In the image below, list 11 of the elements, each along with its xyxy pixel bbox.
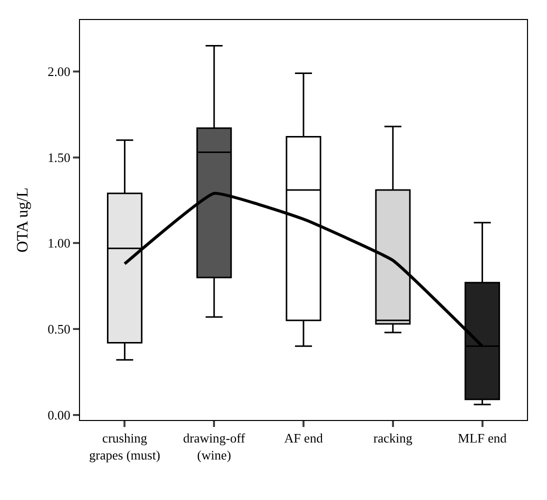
x-tick-label: AF end	[284, 430, 324, 446]
y-tick-label: 1.50	[48, 150, 70, 165]
x-tick-label: MLF end	[458, 430, 508, 446]
x-tick-label: crushing grapes (must)	[89, 430, 160, 462]
y-tick-label: 0.50	[48, 322, 70, 337]
x-tick-label: drawing-off (wine)	[183, 430, 246, 462]
y-tick-label: 0.00	[48, 407, 70, 422]
y-axis-title: OTA ug/L	[14, 188, 32, 252]
y-tick-label: 1.00	[48, 236, 70, 251]
y-tick-label: 2.00	[48, 64, 70, 80]
x-tick-label: racking	[373, 430, 413, 446]
